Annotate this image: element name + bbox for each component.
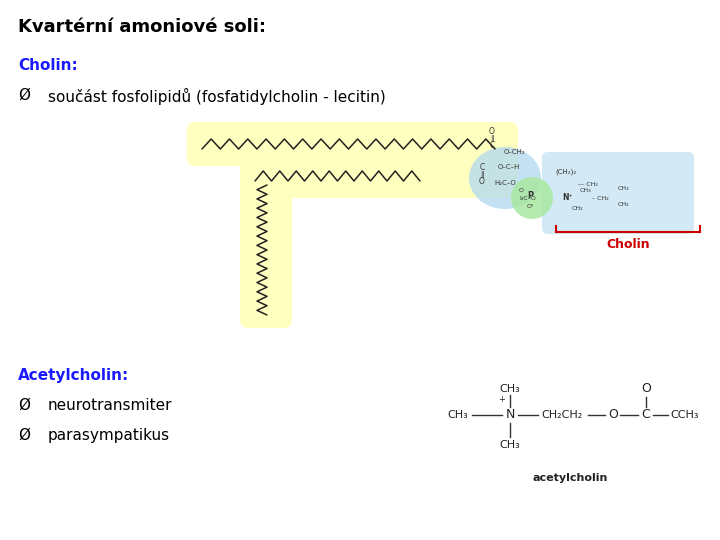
Text: (CH₂)₂: (CH₂)₂: [555, 168, 576, 176]
Text: O: O: [641, 382, 651, 395]
Text: – CH₂: – CH₂: [592, 195, 608, 200]
Text: +: +: [498, 395, 505, 403]
Text: Cholin:: Cholin:: [18, 58, 78, 73]
Text: Ø: Ø: [18, 398, 30, 413]
Text: Cholin: Cholin: [606, 238, 650, 251]
Text: O: O: [489, 127, 495, 137]
Text: CH₂: CH₂: [618, 202, 629, 207]
Text: ‖: ‖: [490, 136, 494, 143]
FancyBboxPatch shape: [240, 154, 518, 198]
FancyBboxPatch shape: [187, 122, 518, 166]
Text: CH₂: CH₂: [572, 206, 584, 211]
Text: Ø: Ø: [18, 428, 30, 443]
Text: O: O: [608, 408, 618, 422]
Text: CH₃: CH₃: [618, 186, 629, 191]
Text: H₂C–O: H₂C–O: [494, 180, 516, 186]
Text: Acetylcholin:: Acetylcholin:: [18, 368, 130, 383]
Text: CH₂CH₂: CH₂CH₂: [541, 410, 582, 420]
Text: Ø: Ø: [18, 88, 30, 103]
Text: N: N: [505, 408, 515, 422]
Text: O: O: [518, 187, 523, 192]
Text: součást fosfolipidů (fosfatidylcholin - lecitin): součást fosfolipidů (fosfatidylcholin - …: [48, 88, 386, 105]
Text: ― CH₂: ― CH₂: [578, 183, 598, 187]
Text: CH₃: CH₃: [580, 188, 592, 193]
Text: neurotransmiter: neurotransmiter: [48, 398, 173, 413]
Text: C: C: [642, 408, 650, 422]
Text: Oˢ: Oˢ: [526, 205, 534, 210]
Text: O–CH₂: O–CH₂: [504, 149, 526, 155]
Text: I₃C–O: I₃C–O: [519, 195, 536, 200]
FancyBboxPatch shape: [542, 152, 694, 234]
Ellipse shape: [469, 147, 541, 209]
Ellipse shape: [511, 177, 553, 219]
Text: P: P: [527, 192, 533, 200]
Text: N⁺: N⁺: [562, 193, 572, 202]
Text: CCH₃: CCH₃: [671, 410, 699, 420]
Text: Kvartérní amoniové soli:: Kvartérní amoniové soli:: [18, 18, 266, 36]
Text: C: C: [490, 141, 495, 151]
Text: C: C: [480, 164, 485, 172]
FancyBboxPatch shape: [240, 164, 292, 328]
Text: ‖: ‖: [480, 172, 484, 179]
Text: O: O: [479, 178, 485, 186]
Text: CH₃: CH₃: [448, 410, 469, 420]
Text: O–C–H: O–C–H: [498, 164, 521, 170]
Text: parasympatikus: parasympatikus: [48, 428, 170, 443]
Text: CH₃: CH₃: [500, 440, 521, 450]
Text: CH₃: CH₃: [500, 384, 521, 394]
Text: acetylcholin: acetylcholin: [532, 473, 608, 483]
